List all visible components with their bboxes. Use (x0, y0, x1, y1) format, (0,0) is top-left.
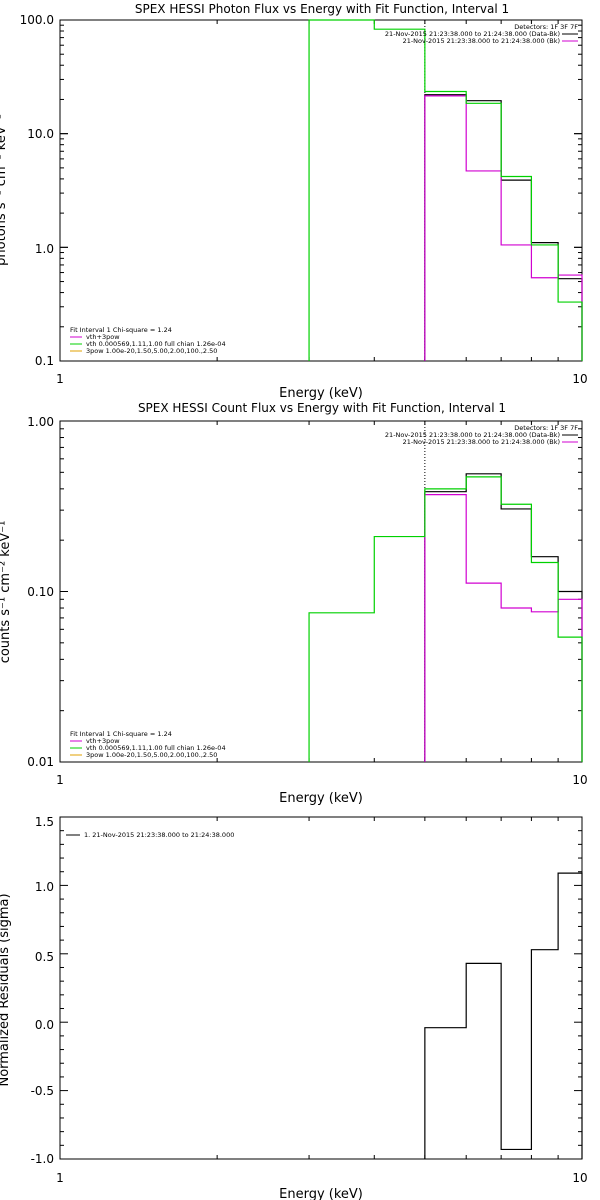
panel2-tick-marks (59, 420, 583, 763)
panel1-frame (59, 19, 583, 362)
panel2-series-vth (308, 476, 583, 762)
panel2-ylabel: counts s⁻¹ cm⁻² keV⁻¹ (0, 521, 13, 664)
panel1-time-legend-2: 21-Nov-2015 21:23:38.000 to 21:24:38.000… (403, 37, 560, 45)
panel1-series-vth (308, 19, 583, 361)
panel3-xtick-1: 1 (56, 1171, 64, 1185)
panel2-fit-legend-3: 3pow 1.00e-20,1.50,5.00,2.00,100.,2.50 (86, 751, 217, 759)
panel1-ylabel: photons s⁻¹ cm⁻² keV⁻¹ (0, 114, 9, 266)
panel1-ytick-100-0: 100.0 (20, 13, 54, 27)
panel3-frame (59, 816, 583, 1160)
panel3-ytick-m1-0: -1.0 (31, 1152, 54, 1166)
panel1-xtick-1: 1 (56, 372, 64, 386)
panel2-title: SPEX HESSI Count Flux vs Energy with Fit… (138, 401, 506, 415)
panel3-legend-text: 1. 21-Nov-2015 21:23:38.000 to 21:24:38.… (84, 831, 234, 839)
panel1-time-legend-1: 21-Nov-2015 21:23:38.000 to 21:24:38.000… (385, 30, 560, 38)
panel1-series-data-bk (424, 94, 583, 361)
panel3-tick-marks (59, 816, 583, 1160)
panel3-series-residuals (424, 872, 583, 1159)
panel2-series-data-bk (424, 473, 583, 762)
panel2-fit-legend-2: vth 0.000569,1.11,1.00 full chian 1.26e-… (86, 744, 226, 752)
panel1-xlabel: Energy (keV) (279, 386, 363, 401)
panel3-xlabel: Energy (keV) (279, 1187, 363, 1200)
panel2-detectors-label: Detectors: 1F 3F 7F (514, 424, 578, 432)
panel2-time-legend-1: 21-Nov-2015 21:23:38.000 to 21:24:38.000… (385, 431, 560, 439)
panel3-ytick-0-5: 0.5 (35, 950, 54, 964)
panel-count-flux: SPEX HESSI Count Flux vs Energy with Fit… (0, 401, 588, 806)
panel1-ytick-10-0: 10.0 (27, 127, 54, 141)
panel1-detectors-label: Detectors: 1F 3F 7F (514, 23, 578, 31)
panel2-xtick-10: 10 (572, 773, 587, 787)
panel3-ylabel: Normalized Residuals (sigma) (0, 893, 12, 1086)
panel2-series-bk (424, 494, 583, 762)
panel2-xlabel: Energy (keV) (279, 791, 363, 806)
panel1-fit-header: Fit Interval 1 Chi-square = 1.24 (70, 326, 172, 334)
panel1-fit-legend-1: vth+3pow (86, 333, 120, 341)
panel2-fit-header: Fit Interval 1 Chi-square = 1.24 (70, 730, 172, 738)
panel3-xtick-10: 10 (572, 1171, 587, 1185)
panel1-tick-marks (59, 19, 583, 362)
panel3-ytick-1-5: 1.5 (35, 815, 54, 829)
panel2-xtick-1: 1 (56, 773, 64, 787)
panel3-ytick-m0-5: -0.5 (31, 1084, 54, 1098)
panel3-ytick-1-0: 1.0 (35, 880, 54, 894)
panel1-ytick-0-1: 0.1 (35, 354, 54, 368)
panel2-fit-legend-1: vth+3pow (86, 737, 120, 745)
panel-residuals: Energy (keV) Normalized Residuals (sigma… (0, 815, 588, 1200)
panel1-title: SPEX HESSI Photon Flux vs Energy with Fi… (135, 2, 509, 16)
panel2-ytick-0-10: 0.10 (27, 585, 54, 599)
panel2-frame (59, 420, 583, 763)
panel-photon-flux: SPEX HESSI Photon Flux vs Energy with Fi… (0, 2, 588, 401)
panel1-fit-legend-3: 3pow 1.00e-20,1.50,5.00,2.00,100.,2.50 (86, 347, 217, 355)
panel2-time-legend-2: 21-Nov-2015 21:23:38.000 to 21:24:38.000… (403, 438, 560, 446)
panel1-xtick-10: 10 (572, 372, 587, 386)
panel1-fit-legend-2: vth 0.000569,1.11,1.00 full chian 1.26e-… (86, 340, 226, 348)
panel2-ytick-1-00: 1.00 (27, 415, 54, 429)
panel1-series-bk (424, 95, 583, 361)
panel3-ytick-0-0: 0.0 (35, 1018, 54, 1032)
panel1-ytick-1-0: 1.0 (35, 242, 54, 256)
panel2-ytick-0-01: 0.01 (27, 755, 54, 769)
